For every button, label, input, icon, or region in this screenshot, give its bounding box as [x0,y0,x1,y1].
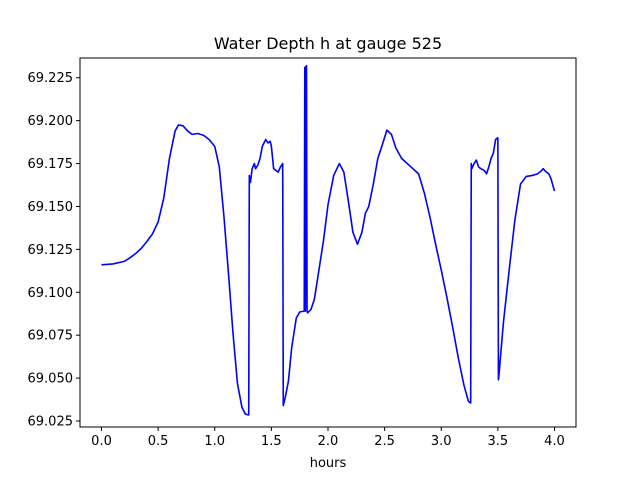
y-tick-label: 69.175 [28,157,74,172]
y-tick-label: 69.050 [28,372,74,387]
plot-area [101,64,556,416]
y-tick-label: 69.125 [28,243,74,258]
y-tick-label: 69.225 [28,71,74,86]
x-tick-label: 1.5 [261,434,282,449]
x-tick-label: 2.0 [318,434,339,449]
y-tick-label: 69.150 [28,200,74,215]
chart-title: Water Depth h at gauge 525 [214,34,442,53]
x-axis: 0.0 0.5 1.0 1.5 2.0 2.5 3.0 3.5 4.0 [91,427,565,449]
y-tick-label: 69.200 [28,114,74,129]
y-axis: 69.025 69.050 69.075 69.100 69.125 69.150 69.1… [28,71,80,429]
x-tick-label: 1.0 [204,434,225,449]
x-axis-label: hours [310,456,347,471]
x-tick-label: 0.0 [91,434,112,449]
x-tick-label: 4.0 [544,434,565,449]
y-tick-label: 69.075 [28,329,74,344]
x-tick-label: 0.5 [148,434,169,449]
x-tick-label: 3.0 [431,434,452,449]
y-tick-label: 69.100 [28,286,74,301]
x-tick-label: 3.5 [488,434,509,449]
x-tick-label: 2.5 [374,434,395,449]
series-line-0 [101,64,556,416]
y-tick-label: 69.025 [28,414,74,429]
axes-frame [79,57,577,428]
